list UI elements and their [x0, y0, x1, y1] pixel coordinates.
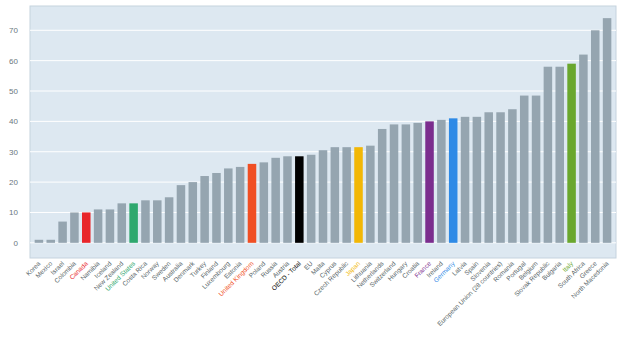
bar [295, 156, 304, 243]
bar [449, 118, 458, 242]
bar [224, 168, 233, 242]
bar [532, 96, 541, 243]
bar [129, 203, 138, 242]
bar [402, 124, 411, 242]
bar [177, 185, 186, 243]
y-tick-label: 50 [9, 87, 18, 96]
bar [473, 117, 482, 243]
y-tick-label: 0 [14, 239, 19, 248]
bar [118, 203, 127, 242]
bar [579, 55, 588, 243]
bar [94, 209, 103, 242]
x-tick-label: European Union (28 countries) [436, 260, 504, 328]
bar [520, 96, 529, 243]
y-tick-label: 10 [9, 208, 18, 217]
x-tick-label: OECD - Total [270, 259, 302, 291]
bar [437, 120, 446, 243]
x-tick-label: North Macedonia [570, 259, 610, 299]
bar [390, 124, 399, 242]
chart: 010203040506070KoreaMexicoIsraelColombia… [0, 0, 628, 337]
grid-line [30, 30, 616, 31]
bar [331, 147, 340, 243]
bar [354, 147, 363, 243]
x-tick-label: United Kingdom [217, 260, 255, 298]
bar [591, 30, 600, 243]
bar [283, 156, 292, 243]
bar [555, 67, 564, 243]
y-tick-label: 40 [9, 117, 18, 126]
bar [319, 150, 328, 243]
bar [496, 112, 505, 243]
bar [153, 200, 162, 243]
bar [82, 212, 91, 242]
bar [342, 147, 351, 243]
bar [378, 129, 387, 243]
bar [271, 158, 280, 243]
bar [58, 222, 67, 243]
bar [106, 209, 115, 242]
bar [461, 117, 470, 243]
y-tick-label: 70 [9, 26, 18, 35]
bar [508, 109, 517, 243]
bar [165, 197, 174, 243]
bar [567, 64, 576, 243]
bar [413, 123, 422, 243]
plot-area [30, 6, 616, 258]
bar [35, 240, 44, 243]
bar [70, 212, 79, 242]
y-tick-label: 30 [9, 148, 18, 157]
bar [484, 112, 493, 243]
x-tick-label: Bulgaria [541, 259, 564, 282]
y-tick-label: 20 [9, 178, 18, 187]
bar [141, 200, 150, 243]
bar [260, 162, 269, 242]
bar [425, 121, 434, 242]
bar [212, 173, 221, 243]
grid-line [30, 60, 616, 61]
bar [248, 164, 257, 243]
x-tick-label: Czech Republic [312, 259, 350, 297]
bar [236, 167, 245, 243]
bars [35, 18, 612, 243]
y-tick-label: 60 [9, 57, 18, 66]
bar [189, 182, 198, 243]
bar [544, 67, 553, 243]
grid-line [30, 91, 616, 92]
bar [307, 155, 316, 243]
bar [46, 240, 55, 243]
bar [366, 146, 375, 243]
bar [603, 18, 612, 243]
bar [200, 176, 209, 243]
